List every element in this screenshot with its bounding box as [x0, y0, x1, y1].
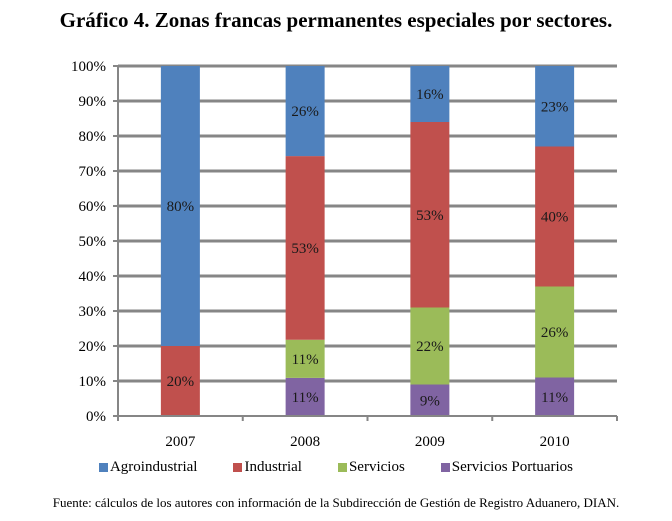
data-labels: 20% 80% 11% 11% 53% 26% 9% 22% 53% 16% 11% 26% 40% 23… — [167, 87, 569, 409]
legend-swatch — [337, 463, 347, 472]
y-tick-label: 30% — [79, 304, 107, 320]
data-label: 26% — [291, 104, 319, 120]
x-tick-label: 2009 — [415, 434, 445, 450]
legend-item: Servicios — [337, 459, 405, 476]
legend-item: Servicios Portuarios — [440, 459, 574, 476]
bar-segment-industrial — [160, 346, 200, 416]
bar-segment-agroindustrial — [160, 66, 200, 346]
data-label: 53% — [416, 208, 444, 224]
y-tick-label: 0% — [86, 409, 106, 425]
data-label: 11% — [292, 352, 319, 368]
data-label: 9% — [420, 393, 440, 409]
bars — [160, 66, 575, 416]
x-tick-label: 2010 — [540, 434, 570, 450]
bar-segment-agroindustrial — [285, 66, 325, 157]
bar-segment-servicios — [285, 339, 325, 378]
bar-segment-servicios-portuarios — [285, 377, 325, 416]
y-tick-label: 10% — [79, 374, 107, 390]
gridlines — [118, 64, 617, 383]
legend-item: Agroindustrial — [98, 459, 198, 476]
y-tick-label: 70% — [79, 164, 107, 180]
y-tick-label: 40% — [79, 269, 107, 285]
data-label: 16% — [416, 87, 444, 103]
legend-label: Industrial — [244, 459, 302, 475]
bar-segment-industrial — [410, 122, 450, 308]
source-note: Fuente: cálculos de los autores con info… — [52, 495, 620, 510]
bar-segment-agroindustrial — [410, 66, 450, 122]
x-tick-label: 2008 — [290, 434, 320, 450]
legend-swatch — [98, 463, 108, 472]
legend-item: Industrial — [233, 459, 302, 476]
data-label: 26% — [541, 325, 569, 341]
data-label: 53% — [291, 241, 319, 257]
data-label: 40% — [541, 210, 569, 226]
y-tick-label: 80% — [79, 129, 107, 145]
legend-label: Servicios — [348, 459, 405, 475]
y-tick-label: 50% — [79, 234, 107, 250]
bar-segment-servicios — [410, 307, 450, 385]
y-tick-label: 60% — [79, 199, 107, 215]
legend-swatch — [440, 463, 450, 472]
legend-label: Servicios Portuarios — [451, 459, 574, 475]
bar-segment-agroindustrial — [535, 66, 575, 147]
y-tick-label: 100% — [71, 59, 106, 75]
bar-segment-industrial — [285, 156, 325, 340]
legend-swatch — [233, 463, 243, 472]
data-label: 11% — [292, 390, 319, 406]
y-tick-label: 20% — [79, 339, 107, 355]
chart-title: Gráfico 4. Zonas francas permanentes esp… — [59, 8, 613, 32]
y-tick-label: 90% — [79, 94, 107, 110]
bar-segment-servicios-portuarios — [535, 377, 575, 416]
bar-segment-servicios — [535, 286, 575, 378]
axes: 0% 10% 20% 30% 40% 50% 60% 70% 80% 90% 100% 2007 200… — [71, 59, 618, 450]
legend: Agroindustrial Industrial Servicios Servici… — [0, 459, 672, 476]
data-label: 80% — [167, 199, 195, 215]
bar-segment-industrial — [535, 146, 575, 287]
x-tick-label: 2007 — [165, 434, 196, 450]
data-label: 22% — [416, 339, 444, 355]
bar-segment-servicios-portuarios — [410, 384, 450, 416]
data-label: 11% — [541, 390, 568, 406]
data-label: 20% — [167, 374, 195, 390]
data-label: 23% — [541, 99, 569, 115]
legend-label: Agroindustrial — [109, 459, 198, 475]
